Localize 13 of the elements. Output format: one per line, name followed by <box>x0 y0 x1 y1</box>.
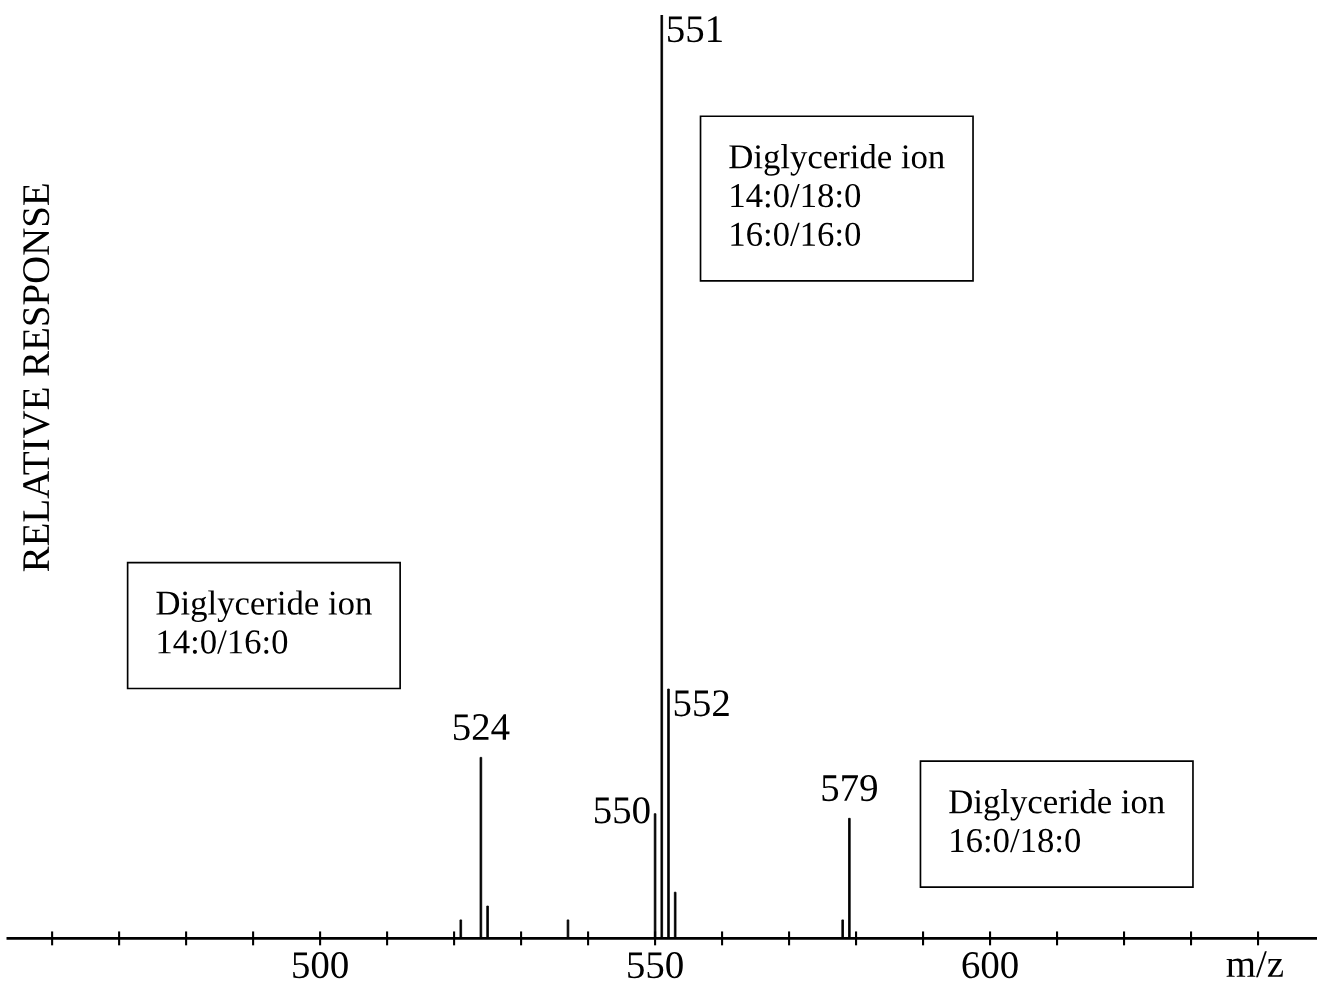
y-axis-title: RELATIVE RESPONSE <box>23 184 50 572</box>
annotation: 550 <box>594 797 650 824</box>
annotation: Diglyceride ion 16:0/18:0 <box>949 789 1165 853</box>
x-tick-label: 600 <box>962 952 1018 979</box>
annotation: 552 <box>674 690 729 717</box>
x-axis-title: m/z <box>1226 951 1283 978</box>
annotation: Diglyceride ion 14:0/16:0 <box>156 590 372 654</box>
annotation: Diglyceride ion 14:0/18:0 16:0/16:0 <box>729 144 945 247</box>
annotation: 524 <box>453 714 510 741</box>
x-tick-label: 500 <box>293 952 348 979</box>
annotation: 579 <box>822 775 877 802</box>
x-tick-label: 550 <box>628 952 683 979</box>
annotation: 551 <box>668 16 722 43</box>
